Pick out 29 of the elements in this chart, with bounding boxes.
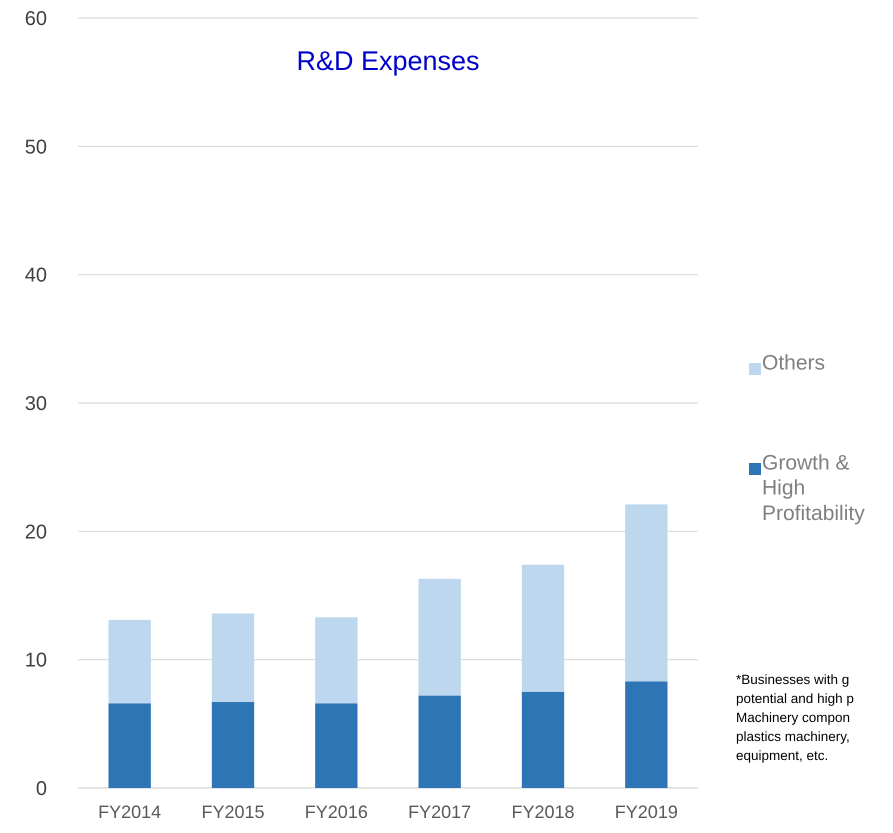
y-tick-label: 20 [24, 521, 47, 544]
y-tick-label: 10 [24, 650, 47, 672]
text: R&D Expenses [296, 46, 480, 76]
x-tick-label: FY2014 [98, 802, 162, 822]
x-tick-label: FY2019 [614, 802, 678, 822]
bar [522, 564, 564, 692]
bar [522, 692, 564, 788]
y-tick-label: 50 [24, 136, 47, 158]
legend-label: Others [762, 351, 826, 374]
x-tick-label: FY2017 [408, 802, 472, 822]
bar [315, 703, 358, 788]
bar [108, 703, 151, 788]
bar [418, 578, 461, 696]
x-tick-label: FY2015 [201, 802, 265, 822]
text: *Businesses with g potential and high p Machinery compon plastics machinery, equipment, etc. [736, 672, 854, 763]
y-tick-label: 30 [24, 393, 47, 415]
bar [212, 702, 254, 788]
y-tick-label: 60 [24, 8, 47, 30]
bar [315, 617, 358, 704]
y-tick-label: 40 [24, 264, 47, 287]
x-tick-label: FY2016 [304, 802, 368, 822]
bar [625, 681, 668, 788]
legend-label: Growth & High Profitability [762, 451, 866, 525]
bar [212, 613, 254, 702]
bar [625, 504, 668, 682]
x-tick-label: FY2018 [511, 802, 575, 822]
bar [418, 696, 461, 788]
y-tick-label: 0 [36, 778, 47, 800]
bar [108, 620, 151, 704]
